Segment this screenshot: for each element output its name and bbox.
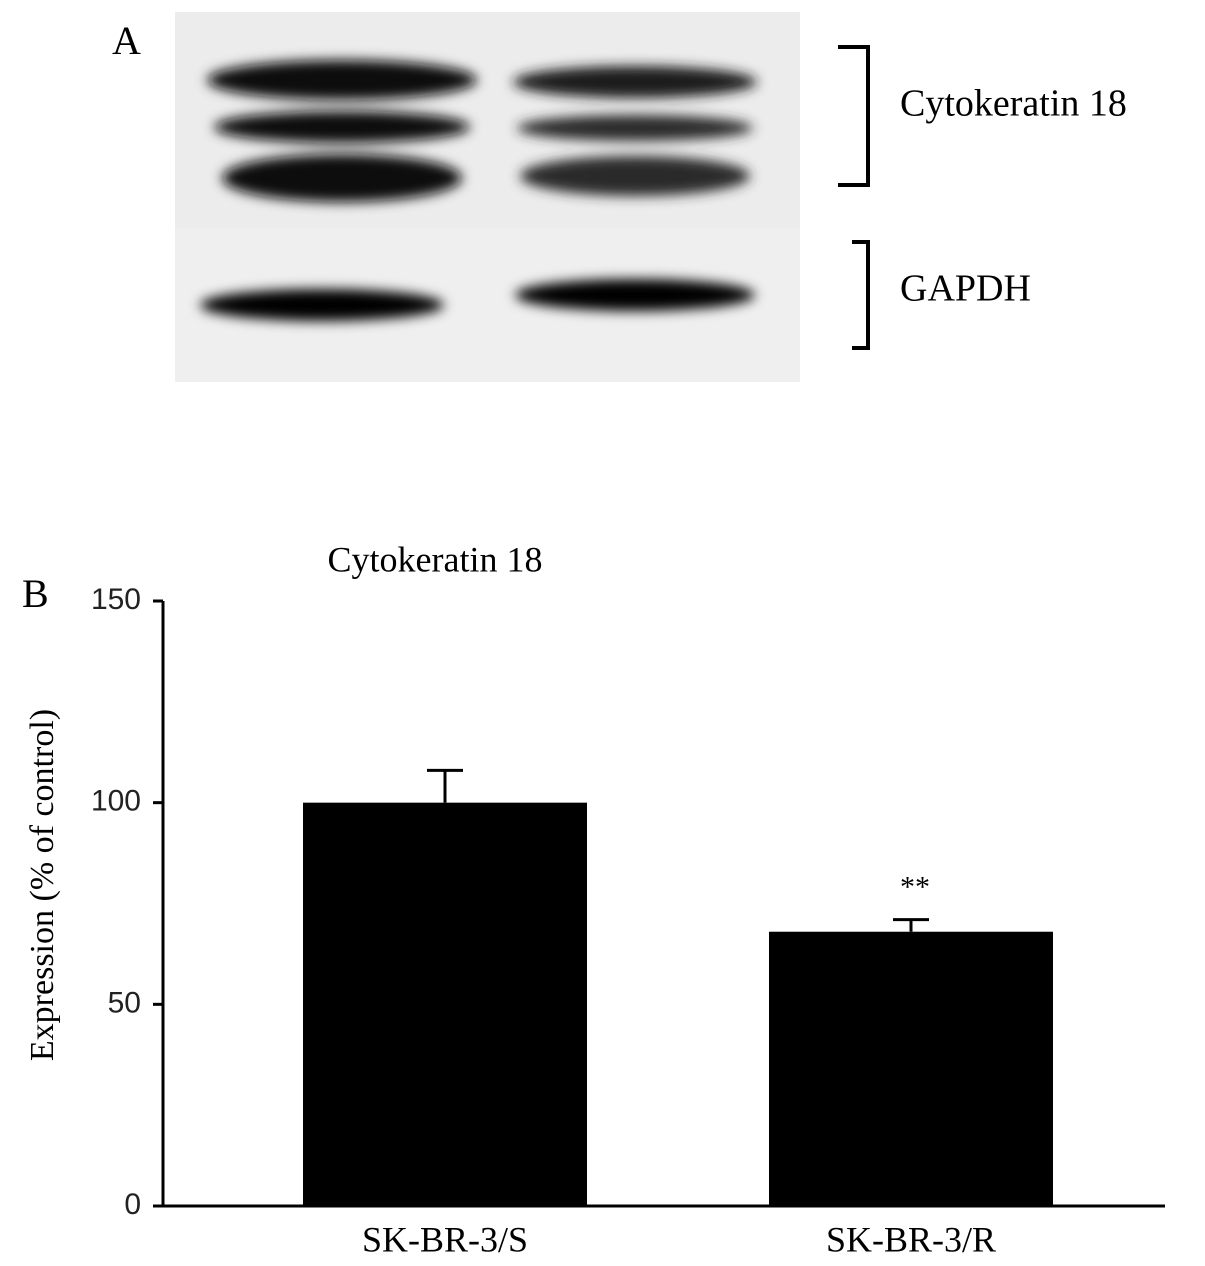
y-tick-label: 100 [91,785,141,818]
chart-title: Cytokeratin 18 [328,539,543,579]
band-label: GAPDH [900,268,1031,310]
panel-label: A [112,18,141,63]
bands [200,60,757,321]
plot: 0 50 100 150 SK-BR-3/S SK-BR-3/R ** [91,583,1165,1259]
y-axis-label: Expression (% of control) [24,709,61,1061]
x-tick-label: SK-BR-3/S [362,1219,528,1259]
y-tick-label: 0 [124,1188,141,1221]
bracket [852,240,870,350]
western-blot: A Cytokeratin 18 GAPDH [112,12,1127,382]
x-tick-label: SK-BR-3/R [826,1219,996,1259]
bracket [838,45,870,187]
band-label: Cytokeratin 18 [900,83,1127,125]
significance-label: ** [900,871,930,904]
y-tick-label: 50 [108,986,141,1019]
y-tick-label: 150 [91,583,141,616]
panel-label: B [22,571,49,616]
bar [769,931,1053,1206]
bar [303,802,587,1206]
